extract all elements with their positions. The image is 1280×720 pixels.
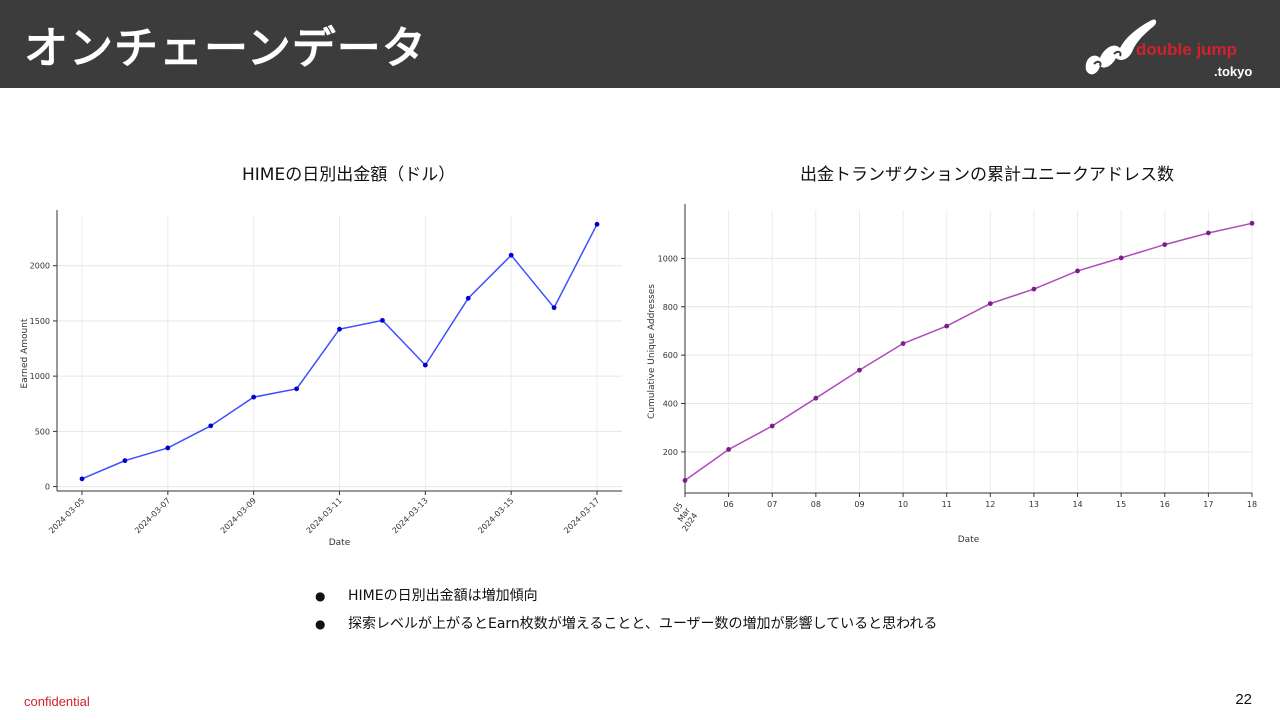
data-point	[682, 478, 688, 483]
y-tick-label: 1500	[30, 317, 50, 326]
double-jump-logo: double jump .tokyo	[1080, 12, 1270, 82]
data-point	[79, 476, 85, 482]
data-point	[251, 394, 257, 400]
y-tick-label: 200	[663, 448, 678, 457]
data-point	[551, 305, 557, 311]
data-point	[337, 326, 342, 332]
y-tick-label: 0	[45, 483, 50, 492]
brush-stroke-icon	[1085, 19, 1157, 75]
x-tick-label: 07	[767, 500, 777, 509]
y-tick-label: 1000	[30, 372, 50, 381]
data-point	[987, 301, 993, 307]
data-point	[380, 317, 385, 323]
data-point	[1118, 255, 1124, 261]
x-tick-label: 18	[1247, 500, 1257, 509]
x-tick-label: 11	[942, 500, 952, 509]
x-tick-label: 15	[1116, 500, 1126, 509]
x-tick-label: 2024-03-09	[219, 496, 258, 535]
y-tick-label: 600	[663, 351, 678, 360]
data-point	[900, 341, 906, 346]
bullet-dot-icon: ●	[315, 617, 326, 631]
x-tick-label: 05Mar2024	[666, 500, 700, 533]
confidential-label: confidential	[24, 694, 90, 709]
x-tick-label: 2024-03-13	[391, 496, 430, 535]
data-point	[857, 367, 862, 373]
x-tick-label: 2024-03-17	[562, 496, 601, 535]
x-tick-label: 16	[1160, 500, 1170, 509]
y-tick-label: 1000	[658, 254, 678, 263]
y-axis-label: Cumulative Unique Addresses	[647, 284, 657, 419]
x-tick-label: 17	[1203, 500, 1213, 509]
cumulative-addresses-chart: 200 400 600 800 1000 05Mar2024 06 07 08 09 10 11 12 1…	[647, 204, 1257, 545]
data-point	[122, 458, 128, 464]
series-line	[684, 222, 1253, 482]
y-tick-label: 800	[663, 303, 678, 312]
y-tick-label: 2000	[30, 262, 50, 271]
data-point	[944, 323, 950, 329]
data-point	[813, 395, 819, 401]
x-tick-label: 09	[854, 500, 864, 509]
x-tick-label: 2024-03-07	[133, 496, 172, 535]
data-point	[1075, 268, 1080, 274]
y-tick-label: 400	[663, 400, 678, 409]
daily-withdrawal-chart: 0 500 1000 1500 2000 2024-03-05 2024-03-07 2024…	[20, 210, 622, 548]
data-point	[422, 362, 428, 368]
data-point	[1162, 242, 1168, 247]
data-point	[465, 295, 471, 301]
data-point	[726, 447, 732, 452]
data-point	[508, 252, 514, 258]
logo-text-sub: .tokyo	[1214, 64, 1253, 79]
y-tick-label: 500	[35, 427, 50, 436]
x-tick-label: 13	[1029, 500, 1039, 509]
x-tick-label: 14	[1072, 500, 1082, 509]
x-tick-label: 2024-03-15	[476, 496, 515, 535]
x-tick-label: 12	[985, 500, 995, 509]
page-number: 22	[1235, 691, 1252, 708]
y-axis-label: Earned Amount	[20, 318, 30, 388]
data-point	[1249, 220, 1255, 226]
page-title: オンチェーンデータ	[24, 23, 427, 74]
x-tick-label: 10	[898, 500, 908, 509]
chart1-title: HIMEの日別出金額（ドル）	[242, 165, 456, 185]
data-point	[594, 221, 600, 227]
chart2-title: 出金トランザクションの累計ユニークアドレス数	[800, 165, 1174, 185]
data-point	[208, 423, 214, 429]
bullet-text: 探索レベルが上がるとEarn枚数が増えることと、ユーザー数の増加が影響していると…	[348, 616, 938, 632]
x-tick-label: 2024-03-11	[305, 496, 344, 535]
x-axis-label: Date	[958, 535, 980, 545]
bullet-text: HIMEの日別出金額は増加傾向	[348, 588, 538, 604]
x-tick-label: 06	[724, 500, 734, 509]
x-tick-label: 2024-03-05	[47, 496, 86, 535]
data-point	[1205, 230, 1211, 236]
data-point	[1031, 286, 1037, 292]
data-point	[165, 445, 171, 451]
logo-text-main: double jump	[1136, 40, 1238, 59]
data-point	[769, 423, 775, 429]
bullet-dot-icon: ●	[315, 589, 326, 603]
x-axis-label: Date	[329, 538, 351, 548]
data-point	[294, 386, 299, 392]
header-bar: オンチェーンデータ double jump .tokyo	[0, 0, 1280, 88]
x-tick-label: 08	[811, 500, 821, 509]
